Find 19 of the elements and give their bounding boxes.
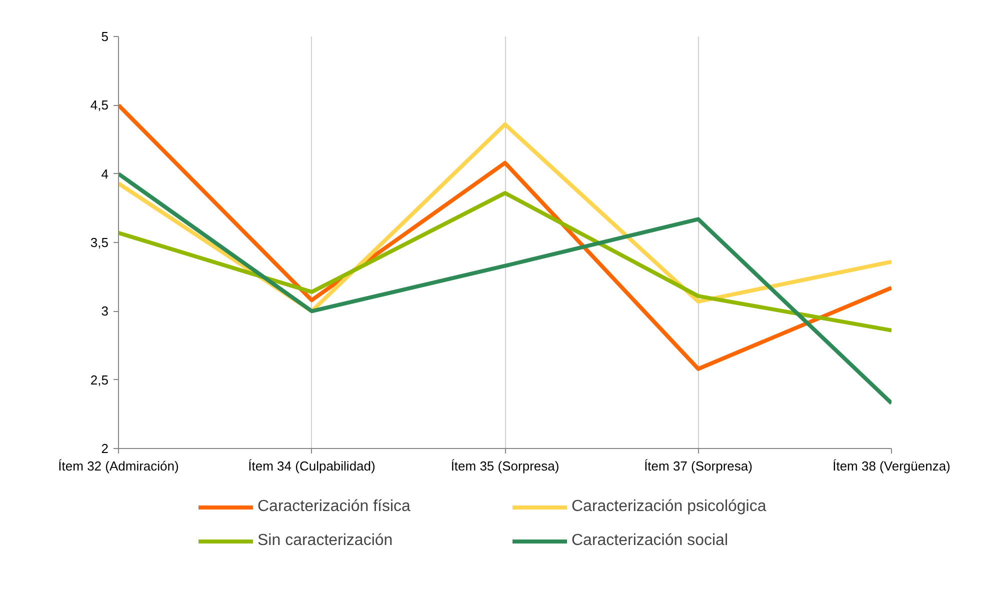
- x-tick-label: Ítem 37 (Sorpresa): [644, 458, 752, 474]
- x-tick-label: Ítem 32 (Admiración): [58, 458, 179, 474]
- x-tick-label: Ítem 38 (Vergüenza): [832, 458, 950, 474]
- x-tick-label: Ítem 35 (Sorpresa): [450, 458, 560, 474]
- legend-label: Sin caracterización: [258, 532, 394, 550]
- legend-label: Caracterización física: [258, 498, 412, 516]
- legend-label: Caracterización social: [572, 532, 730, 550]
- y-tick-label: 5: [101, 29, 109, 44]
- y-tick-label: 3,5: [90, 235, 109, 250]
- line-series: [118, 103, 892, 371]
- y-tick-label: 2,5: [90, 372, 109, 388]
- y-tick-label: 3: [101, 304, 109, 319]
- y-tick-label: 2: [101, 441, 109, 456]
- y-tick-label: 4,5: [90, 98, 109, 113]
- line-series: [118, 191, 892, 332]
- y-tick-label: 4: [101, 166, 109, 182]
- x-tick-label: Ítem 34 (Culpabilidad): [248, 458, 376, 474]
- legend-label: Caracterización psicológica: [572, 498, 768, 516]
- line-series: [118, 172, 892, 406]
